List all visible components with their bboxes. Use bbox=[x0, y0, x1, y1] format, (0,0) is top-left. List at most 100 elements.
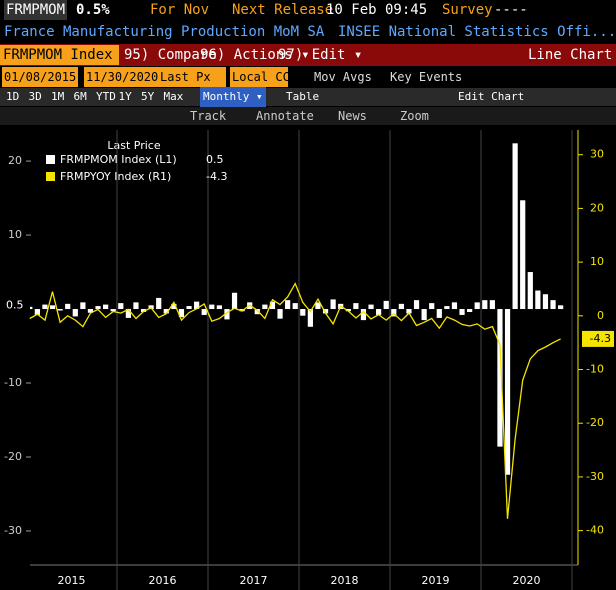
compare-menu[interactable]: 95) Compare bbox=[124, 47, 217, 63]
bar bbox=[429, 303, 435, 310]
security-field[interactable]: FRMPMOM Index bbox=[0, 45, 119, 65]
bar bbox=[262, 304, 268, 310]
x-tick-label: 2018 bbox=[331, 574, 359, 587]
period: For Nov bbox=[150, 2, 210, 18]
tool-button[interactable]: News bbox=[338, 109, 367, 123]
chart: Last Price 2015 2016 2017 2018 2019 2020-30-2… bbox=[0, 130, 614, 590]
chart-type[interactable]: Line Chart bbox=[528, 47, 613, 63]
frequency[interactable]: Monthly ▾ bbox=[200, 87, 266, 107]
bar bbox=[451, 302, 458, 310]
period-button[interactable]: 1M bbox=[51, 90, 65, 103]
key-events[interactable]: Key Events bbox=[390, 70, 463, 84]
bar bbox=[254, 309, 260, 315]
bar bbox=[186, 306, 192, 310]
field-select[interactable]: Last Px bbox=[158, 67, 226, 87]
bar bbox=[239, 309, 245, 312]
bar bbox=[133, 302, 139, 310]
legend-value: -4.3 bbox=[206, 170, 227, 183]
bar bbox=[285, 300, 291, 310]
bar bbox=[535, 290, 541, 310]
bar bbox=[307, 309, 313, 327]
bar bbox=[178, 309, 185, 318]
bar bbox=[231, 292, 238, 310]
x-tick-label: 2019 bbox=[422, 574, 450, 587]
x-tick-label: 2020 bbox=[513, 574, 541, 587]
start-date[interactable]: 01/08/2015 bbox=[2, 67, 79, 87]
bar bbox=[95, 306, 101, 310]
period-button[interactable]: 3D bbox=[28, 90, 42, 103]
title-bar: France Manufacturing Production MoM SA I… bbox=[0, 22, 616, 42]
security-name: France Manufacturing Production MoM SA bbox=[4, 24, 325, 40]
survey-label: Survey bbox=[442, 2, 493, 18]
bar bbox=[57, 309, 63, 311]
edit-menu[interactable]: 97) Edit ▾ bbox=[278, 47, 363, 63]
line bbox=[29, 282, 561, 519]
y2-tick-label: 0 bbox=[597, 309, 604, 322]
bar bbox=[49, 305, 56, 310]
bar bbox=[103, 304, 109, 310]
bar bbox=[512, 143, 518, 310]
y2-tick-label: -10 bbox=[586, 363, 604, 376]
period-button[interactable]: 1Y bbox=[118, 90, 132, 103]
period-bar: Monthly ▾ Table Edit Chart 1D 3D 1M 6M YTD 1Y… bbox=[0, 87, 616, 107]
y-tick-label: -20 bbox=[4, 450, 22, 463]
period-button[interactable]: YTD bbox=[96, 90, 116, 103]
bar bbox=[224, 309, 230, 320]
bar bbox=[444, 306, 450, 310]
tool-button[interactable]: Annotate bbox=[256, 109, 314, 123]
last-value: 0.5% bbox=[76, 2, 110, 18]
bar bbox=[194, 301, 200, 310]
period-button[interactable]: 1D bbox=[6, 90, 20, 103]
period-button[interactable]: Max bbox=[163, 90, 184, 103]
bar bbox=[42, 304, 48, 310]
bar bbox=[459, 309, 465, 315]
bar bbox=[269, 301, 276, 310]
next-release: 10 Feb 09:45 bbox=[326, 2, 428, 18]
y-tick-label: 10 bbox=[8, 228, 22, 241]
bar bbox=[156, 297, 162, 310]
y2-tick-label: 20 bbox=[590, 201, 604, 214]
bar bbox=[87, 309, 94, 313]
bar bbox=[201, 309, 207, 315]
y-tick-label: -30 bbox=[4, 524, 22, 537]
bar bbox=[474, 302, 480, 310]
tool-button[interactable]: Track bbox=[190, 109, 227, 123]
period-button[interactable]: 6M bbox=[73, 90, 87, 103]
bar bbox=[360, 309, 367, 321]
bar bbox=[520, 200, 526, 310]
bar bbox=[322, 309, 329, 314]
bar bbox=[110, 309, 116, 312]
bar bbox=[497, 309, 503, 447]
currency-select[interactable]: Local CCY bbox=[230, 67, 297, 87]
actions-menu[interactable]: 96) Actions ▾ bbox=[200, 47, 310, 63]
bar bbox=[406, 309, 412, 314]
legend-swatch bbox=[46, 172, 55, 181]
tool-button[interactable]: Zoom bbox=[400, 109, 429, 123]
y2-tick-label: -30 bbox=[586, 470, 604, 483]
bar bbox=[118, 303, 124, 310]
next-release-label: Next Release bbox=[232, 2, 334, 18]
table-button[interactable]: Table bbox=[286, 90, 320, 103]
bar bbox=[421, 309, 427, 321]
edit-chart[interactable]: Edit Chart bbox=[458, 90, 525, 103]
legend-title: Last Price bbox=[107, 139, 160, 152]
bar bbox=[125, 309, 131, 318]
period-button[interactable]: 5Y bbox=[141, 90, 155, 103]
legend-label: FRMPMOM Index (L1) bbox=[60, 153, 177, 166]
last-value-label: -4.3 bbox=[590, 332, 611, 345]
bar bbox=[34, 309, 40, 315]
y2-tick-label: -40 bbox=[586, 524, 604, 537]
mov-avgs[interactable]: Mov Avgs bbox=[314, 70, 372, 84]
survey: ---- bbox=[494, 2, 528, 18]
x-tick-label: 2017 bbox=[240, 574, 268, 587]
bar bbox=[300, 309, 306, 316]
bar bbox=[376, 309, 382, 315]
x-tick-label: 2015 bbox=[58, 574, 86, 587]
quote-bar: FRMPMOM 0.5% For Nov Next Release 10 Feb… bbox=[0, 0, 616, 20]
bar bbox=[467, 309, 473, 312]
end-date[interactable]: 11/30/2020 bbox=[84, 67, 161, 87]
bar bbox=[542, 294, 549, 310]
bar bbox=[398, 303, 404, 310]
legend-swatch bbox=[46, 155, 55, 164]
